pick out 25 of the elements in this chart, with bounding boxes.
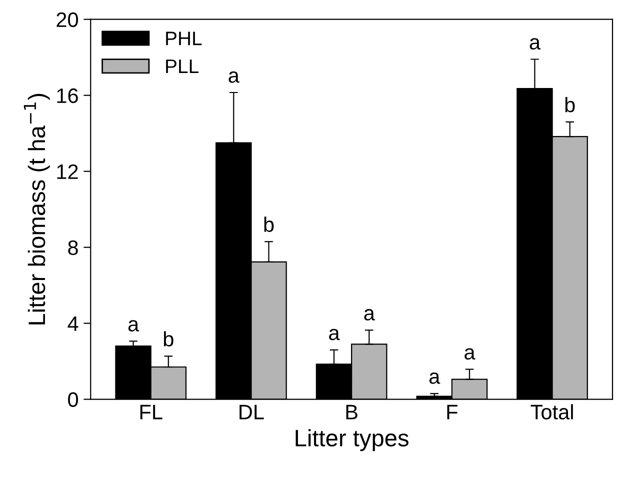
y-tick-label: 16 [57, 88, 78, 104]
legend-label: PHL [166, 32, 202, 46]
x-axis-title: Litter types [296, 429, 408, 452]
annotation: a [228, 71, 240, 83]
x-tick-label: Total [530, 404, 573, 420]
x-tick-label: DL [240, 404, 264, 420]
y-tick-label: 20 [56, 12, 78, 28]
annotation: b [264, 216, 274, 232]
x-tick-label: B [346, 404, 358, 420]
annotation: a [329, 328, 340, 340]
y-tick-label: 12 [57, 164, 78, 179]
annotation: a [464, 348, 476, 360]
legend-label: PLL [166, 60, 198, 73]
annotation: a [429, 372, 440, 384]
y-tick-label: 4 [68, 316, 78, 331]
x-tick-label: FL [140, 404, 162, 420]
annotation: b [565, 96, 575, 112]
y-axis-title: Litter biomass (t ha$^{−1}$) [24, 94, 50, 324]
x-tick-label: F [447, 404, 458, 420]
annotation: a [530, 38, 541, 50]
annotation: b [164, 331, 174, 347]
annotation: a [128, 320, 140, 332]
y-tick-label: 0 [68, 392, 78, 408]
y-tick-label: 8 [68, 240, 78, 256]
annotation: a [364, 309, 375, 320]
